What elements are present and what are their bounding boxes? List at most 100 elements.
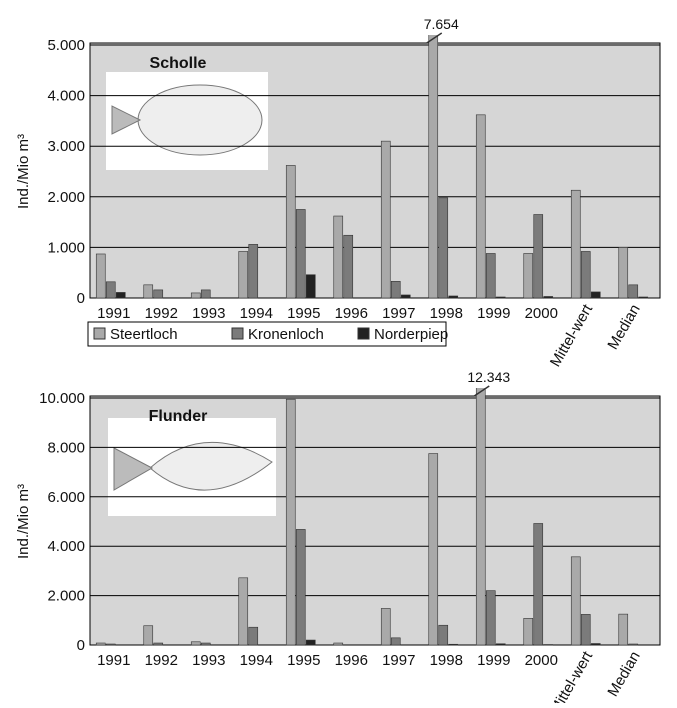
- bar: [591, 644, 600, 645]
- bar: [286, 399, 295, 645]
- bar: [524, 253, 533, 298]
- data-label: 12.343: [467, 369, 510, 385]
- y-tick-label: 0: [77, 290, 85, 307]
- x-tick-label: 1997: [382, 652, 415, 669]
- bar: [629, 285, 638, 298]
- fish-image: [108, 418, 276, 516]
- legend-swatch: [358, 328, 369, 339]
- bar: [96, 643, 105, 645]
- bar: [344, 235, 353, 298]
- bar: [296, 209, 305, 298]
- y-tick-label: 3.000: [47, 138, 85, 155]
- bar: [391, 281, 400, 298]
- bar: [144, 626, 153, 645]
- y-axis-label: Ind./Mio m³: [15, 484, 32, 559]
- legend-label: Norderpiep: [374, 326, 448, 343]
- bar: [239, 251, 248, 298]
- bar: [154, 290, 163, 298]
- y-tick-label: 4.000: [47, 88, 85, 105]
- y-tick-label: 4.000: [47, 538, 85, 555]
- bar: [306, 275, 315, 298]
- x-tick-label: 1999: [477, 305, 510, 322]
- x-tick-label: 1996: [335, 652, 368, 669]
- bar: [449, 296, 458, 298]
- x-tick-label: 2000: [525, 305, 558, 322]
- bar: [571, 190, 580, 298]
- bar: [591, 292, 600, 298]
- x-tick-label: 1994: [240, 652, 273, 669]
- bar: [619, 614, 628, 645]
- chart-title: Scholle: [150, 55, 207, 72]
- bar: [581, 614, 590, 645]
- bar: [286, 165, 295, 298]
- y-tick-label: 10.000: [39, 390, 85, 407]
- y-tick-label: 8.000: [47, 439, 85, 456]
- x-tick-label: 1993: [192, 305, 225, 322]
- bar: [296, 529, 305, 645]
- legend-swatch: [232, 328, 243, 339]
- x-tick-label: 1996: [335, 305, 368, 322]
- bar: [116, 292, 125, 298]
- fish-image: [106, 72, 268, 170]
- x-tick-label: 2000: [525, 652, 558, 669]
- bar: [391, 638, 400, 645]
- bar: [439, 198, 448, 298]
- y-tick-label: 6.000: [47, 489, 85, 506]
- bar: [239, 578, 248, 645]
- bar: [544, 296, 553, 298]
- y-tick-label: 2.000: [47, 189, 85, 206]
- bar: [381, 608, 390, 645]
- y-tick-label: 5.000: [47, 37, 85, 54]
- x-tick-label: 1997: [382, 305, 415, 322]
- y-tick-label: 0: [77, 637, 85, 654]
- x-tick-label: 1994: [240, 305, 273, 322]
- legend-label: Kronenloch: [248, 326, 324, 343]
- bar: [476, 115, 485, 298]
- bar: [581, 251, 590, 298]
- bar: [496, 297, 505, 298]
- bar: [619, 247, 628, 298]
- bar: [201, 290, 210, 298]
- bar: [334, 643, 343, 645]
- legend-swatch: [94, 328, 105, 339]
- bar: [191, 293, 200, 298]
- bar: [629, 644, 638, 645]
- bar: [639, 297, 648, 298]
- x-tick-label: 1992: [145, 305, 178, 322]
- x-tick-label: 1992: [145, 652, 178, 669]
- bar: [306, 640, 315, 645]
- x-tick-label: 1991: [97, 305, 130, 322]
- x-tick-label: 1998: [430, 305, 463, 322]
- bar: [201, 643, 210, 645]
- bar: [106, 282, 115, 298]
- y-axis-label: Ind./Mio m³: [15, 134, 32, 209]
- bar: [191, 642, 200, 645]
- bar: [496, 644, 505, 645]
- y-tick-label: 2.000: [47, 588, 85, 605]
- bar: [534, 215, 543, 298]
- bar: [486, 253, 495, 298]
- bar: [476, 340, 485, 645]
- bar: [486, 591, 495, 645]
- bar: [154, 643, 163, 645]
- bar: [439, 625, 448, 645]
- x-tick-label: 1995: [287, 305, 320, 322]
- legend-label: Steertloch: [110, 326, 178, 343]
- x-tick-label: 1991: [97, 652, 130, 669]
- bar: [106, 644, 115, 645]
- bar: [96, 254, 105, 298]
- x-tick-label: 1995: [287, 652, 320, 669]
- bar: [524, 618, 533, 645]
- x-tick-label: 1998: [430, 652, 463, 669]
- x-tick-label: 1999: [477, 652, 510, 669]
- bar: [449, 644, 458, 645]
- x-tick-label: Median: [604, 302, 643, 353]
- bar: [401, 295, 410, 298]
- y-tick-label: 1.000: [47, 239, 85, 256]
- x-tick-label: 1993: [192, 652, 225, 669]
- bar: [249, 627, 258, 645]
- bar: [571, 557, 580, 645]
- data-label: 7.654: [424, 16, 459, 32]
- bar: [429, 0, 438, 298]
